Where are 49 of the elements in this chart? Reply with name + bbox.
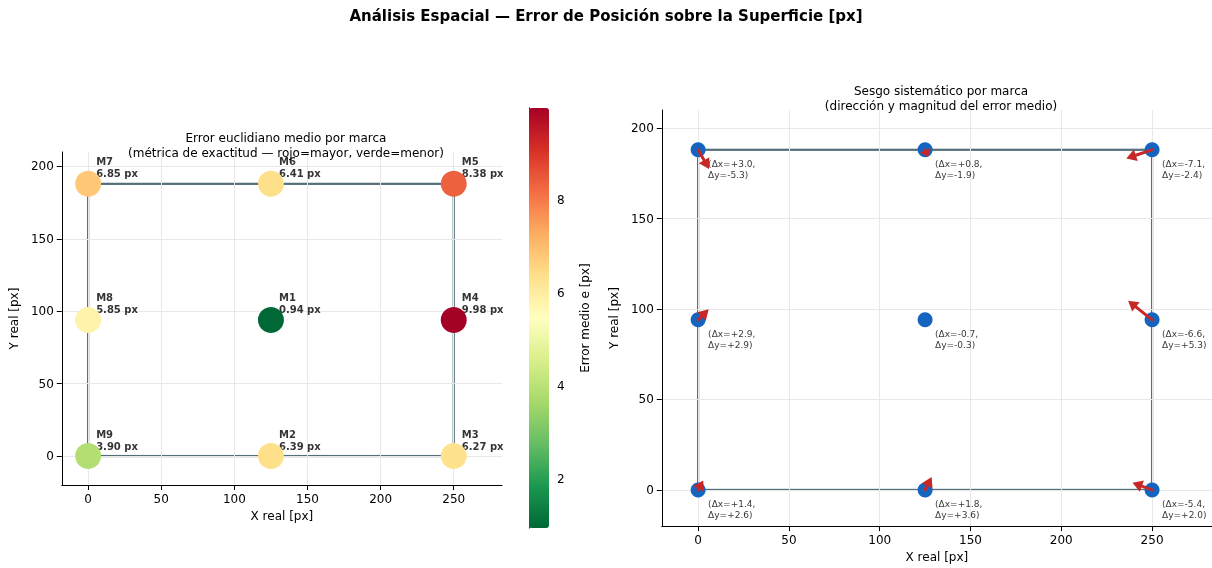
annotation: M5 8.38 px bbox=[461, 156, 505, 180]
y-tick-label: 0 bbox=[46, 449, 54, 464]
annotation: (Δx=-0.7, Δy=-0.3) bbox=[935, 329, 979, 351]
x-axis-title: X real [px] bbox=[905, 550, 969, 564]
annotation: M2 6.39 px bbox=[278, 428, 322, 452]
annotation: M3 6.27 px bbox=[461, 428, 505, 452]
chart-subtitle: Sesgo sistemático por marca (dirección y magnitud del error medio) bbox=[824, 83, 1058, 113]
annotation: M8 5.85 px bbox=[96, 292, 139, 316]
color-bar-label: 4 bbox=[557, 378, 565, 393]
x-tick-label: 50 bbox=[781, 533, 797, 548]
annotation: M1 0.94 px bbox=[278, 292, 322, 316]
x-tick-label: 100 bbox=[868, 533, 892, 548]
y-tick-label: 50 bbox=[638, 392, 654, 407]
y-tick-label: 150 bbox=[630, 211, 654, 226]
point bbox=[917, 312, 933, 328]
x-tick-label: 0 bbox=[694, 533, 702, 548]
y-axis-title: Y real [px] bbox=[607, 287, 621, 350]
x-tick-label: 100 bbox=[222, 492, 246, 506]
x-tick-label: 250 bbox=[1140, 533, 1164, 548]
x-axis-title: X real [px] bbox=[250, 508, 314, 523]
annotation: (Δx=-5.4, Δy=+2.0) bbox=[1162, 499, 1207, 521]
annotation: (Δx=+3.0, Δy=-5.3) bbox=[708, 159, 756, 181]
x-tick-label: 0 bbox=[84, 492, 92, 506]
y-tick-label: 100 bbox=[630, 302, 654, 316]
y-tick-label: 200 bbox=[30, 159, 54, 174]
y-tick-label: 50 bbox=[38, 376, 54, 391]
x-tick-label: 150 bbox=[296, 492, 319, 506]
y-tick-label: 200 bbox=[630, 121, 654, 136]
annotation: (Δx=+1.8, Δy=+3.6) bbox=[935, 499, 983, 521]
annotation: M4 9.98 px bbox=[461, 292, 505, 316]
annotation: (Δx=-7.1, Δy=-2.4) bbox=[1162, 159, 1206, 181]
annotation: (Δx=+0.8, Δy=-1.9) bbox=[935, 159, 983, 181]
text: Análisis Espacial — Error de Posición sobre la Superficie [px] bbox=[348, 7, 864, 25]
y-tick-label: 150 bbox=[30, 231, 54, 246]
color-bar-label: 8 bbox=[557, 192, 565, 207]
annotation: M9 3.90 px bbox=[96, 428, 139, 452]
x-tick-label: 200 bbox=[369, 492, 393, 506]
annotation: (Δx=+1.4, Δy=+2.6) bbox=[708, 499, 756, 521]
y-axis-title: Y real [px] bbox=[7, 287, 21, 351]
annotation: (Δx=+2.9, Δy=+2.9) bbox=[708, 329, 756, 351]
annotation: (Δx=-6.6, Δy=+5.3) bbox=[1162, 329, 1207, 351]
x-tick-label: 200 bbox=[1049, 533, 1073, 548]
color-bar-label: 6 bbox=[557, 285, 565, 300]
x-tick-label: 50 bbox=[153, 492, 169, 506]
x-tick-label: 250 bbox=[442, 492, 466, 506]
color-bar-label: 2 bbox=[557, 471, 565, 486]
x-tick-label: 150 bbox=[959, 533, 982, 548]
y-tick-label: 100 bbox=[30, 304, 54, 319]
color-bar-title: Error medio e [px] bbox=[578, 263, 592, 373]
